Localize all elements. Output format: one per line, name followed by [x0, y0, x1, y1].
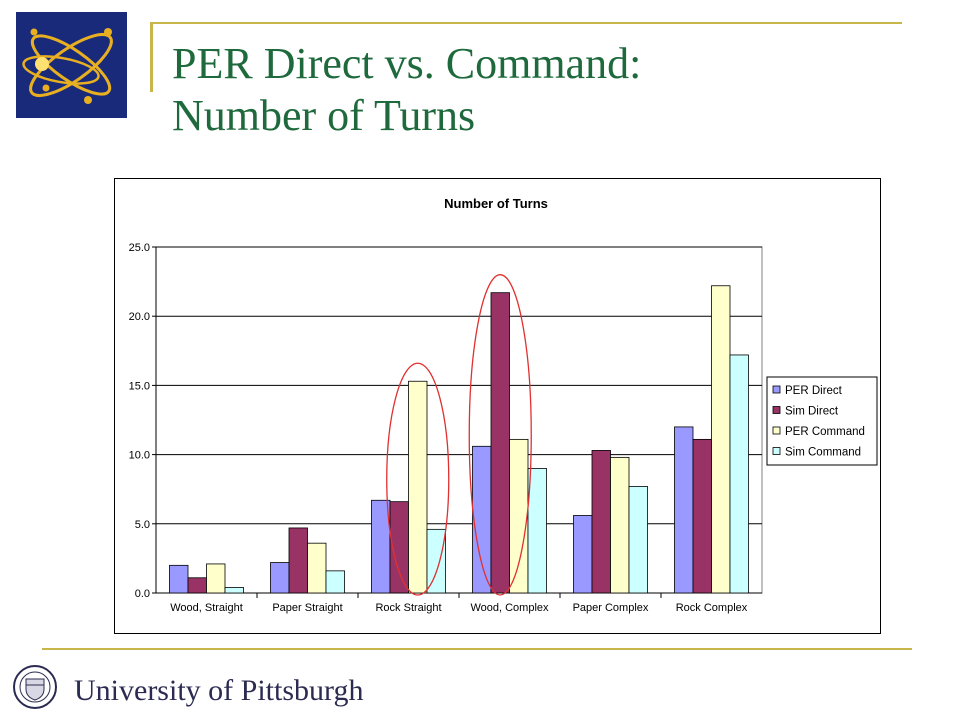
- bar: [224, 587, 244, 594]
- legend-entry: Sim Direct: [785, 406, 839, 418]
- x-tick-label: Wood, Complex: [470, 602, 549, 614]
- legend-swatch: [772, 385, 781, 394]
- x-tick-label: Rock Complex: [676, 602, 748, 614]
- bar: [288, 527, 308, 594]
- legend-entry: PER Command: [785, 426, 865, 438]
- bar: [270, 562, 290, 594]
- bar: [674, 426, 694, 594]
- university-name: University of Pittsburgh: [74, 674, 364, 707]
- bar: [711, 285, 731, 594]
- legend-swatch: [772, 426, 781, 435]
- bar: [371, 499, 391, 594]
- title-rule-vertical: [150, 22, 153, 92]
- bar: [408, 380, 428, 594]
- bar-chart: Number of Turns 0.0 5.0 10.0 15.0 20.0 25.0 Woo…: [129, 196, 878, 614]
- bar: [527, 468, 547, 594]
- y-tick-label: 0.0: [135, 588, 150, 600]
- slide-title: PER Direct vs. Command: Number of Turns: [172, 38, 892, 142]
- bar: [187, 577, 207, 594]
- chart-frame: Number of Turns 0.0 5.0 10.0 15.0 20.0 25.0 Woo…: [114, 178, 881, 634]
- bar: [325, 570, 345, 594]
- legend-entry: PER Direct: [785, 385, 843, 397]
- x-tick-label: Rock Straight: [375, 602, 441, 614]
- y-tick-label: 25.0: [129, 242, 150, 254]
- y-tick-label: 20.0: [129, 311, 150, 323]
- bar: [692, 438, 712, 594]
- bar: [206, 563, 226, 594]
- bar: [729, 354, 749, 594]
- bar: [591, 450, 611, 594]
- bar: [573, 515, 593, 594]
- x-tick-label: Paper Complex: [573, 602, 649, 614]
- atom-logo-icon: [16, 12, 127, 118]
- y-tick-label: 15.0: [129, 380, 150, 392]
- legend-swatch: [772, 447, 781, 455]
- plot-area: [155, 246, 763, 594]
- y-tick-label: 10.0: [129, 450, 150, 462]
- chart-title: Number of Turns: [444, 196, 548, 211]
- highlight-ellipse: [468, 274, 532, 596]
- slide-title-line-1: PER Direct vs. Command:: [172, 39, 642, 88]
- university-seal-icon: [12, 664, 58, 710]
- x-tick-label: Paper Straight: [272, 602, 342, 614]
- bar: [169, 564, 189, 594]
- bar: [307, 542, 327, 594]
- bar: [472, 445, 492, 594]
- legend-entry: Sim Command: [785, 447, 861, 459]
- highlight-ellipse: [386, 362, 450, 596]
- title-rule-horizontal: [150, 22, 902, 24]
- bar: [610, 456, 630, 594]
- x-tick-label: Wood, Straight: [170, 602, 243, 614]
- bar: [490, 292, 510, 594]
- y-tick-label: 5.0: [135, 519, 150, 531]
- bar: [628, 486, 648, 594]
- footer-rule: [42, 648, 912, 650]
- slide-title-line-2: Number of Turns: [172, 91, 476, 140]
- legend-box: [766, 376, 878, 466]
- legend-swatch: [772, 406, 781, 414]
- bar: [426, 528, 446, 594]
- bar: [509, 438, 529, 594]
